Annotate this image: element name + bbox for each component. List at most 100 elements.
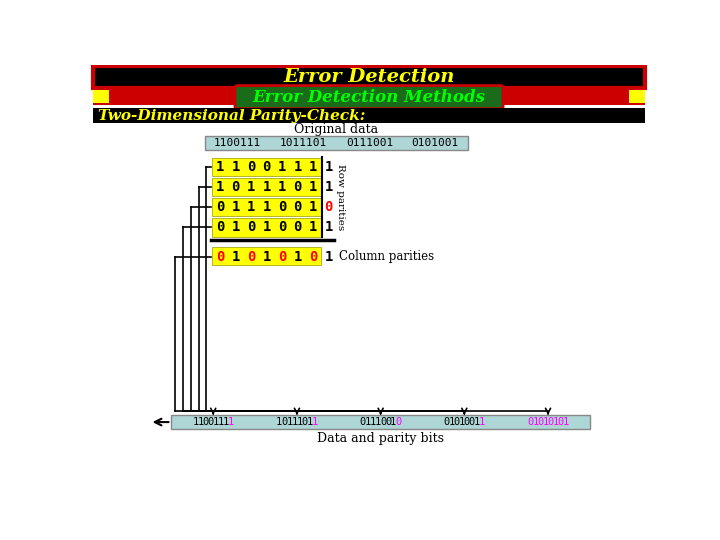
Text: 1: 1 <box>309 220 318 234</box>
Text: 0: 0 <box>537 417 544 427</box>
Text: 1: 1 <box>449 417 455 427</box>
Text: 0: 0 <box>302 417 307 427</box>
Text: 0: 0 <box>469 417 475 427</box>
Text: 1: 1 <box>325 220 333 234</box>
Text: 0: 0 <box>547 417 554 427</box>
Text: 1: 1 <box>375 417 381 427</box>
Text: 1: 1 <box>278 180 287 194</box>
Text: 1: 1 <box>232 200 240 214</box>
Text: 1: 1 <box>232 160 240 174</box>
Text: 0: 0 <box>294 220 302 234</box>
Text: 0: 0 <box>395 417 401 427</box>
Text: 1011101: 1011101 <box>280 138 327 147</box>
Text: 1: 1 <box>365 417 371 427</box>
Text: 1: 1 <box>294 249 302 264</box>
Text: 1100111: 1100111 <box>214 138 261 147</box>
Text: 0: 0 <box>216 200 225 214</box>
Text: 0: 0 <box>278 249 287 264</box>
Text: Error Detection Methods: Error Detection Methods <box>253 89 485 106</box>
Text: 1: 1 <box>222 417 229 427</box>
FancyBboxPatch shape <box>93 90 645 105</box>
Text: 0: 0 <box>278 200 287 214</box>
FancyBboxPatch shape <box>171 415 590 429</box>
FancyBboxPatch shape <box>212 178 321 197</box>
Text: 1: 1 <box>532 417 539 427</box>
FancyBboxPatch shape <box>212 247 321 265</box>
Text: 0: 0 <box>454 417 460 427</box>
FancyBboxPatch shape <box>212 158 321 177</box>
Text: 1: 1 <box>562 417 569 427</box>
Text: 1: 1 <box>325 180 333 194</box>
Text: Error Detection: Error Detection <box>283 68 455 86</box>
FancyBboxPatch shape <box>212 218 321 237</box>
Text: 0: 0 <box>216 249 225 264</box>
Text: 1: 1 <box>294 160 302 174</box>
Text: 0101001: 0101001 <box>412 138 459 147</box>
Text: 1: 1 <box>247 200 256 214</box>
Text: 0: 0 <box>202 417 209 427</box>
Text: 0: 0 <box>247 220 256 234</box>
Text: 1: 1 <box>479 417 485 427</box>
Text: 1: 1 <box>292 417 297 427</box>
FancyBboxPatch shape <box>93 108 645 123</box>
Text: 1: 1 <box>325 160 333 174</box>
Text: 0: 0 <box>278 220 287 234</box>
Text: 0: 0 <box>247 160 256 174</box>
Text: 1: 1 <box>390 417 396 427</box>
Text: 1: 1 <box>192 417 199 427</box>
Text: 1: 1 <box>247 180 256 194</box>
Text: 1: 1 <box>217 417 224 427</box>
Text: 1: 1 <box>309 200 318 214</box>
Text: 0: 0 <box>207 417 214 427</box>
Text: Two-Dimensional Parity-Check:: Two-Dimensional Parity-Check: <box>98 109 365 123</box>
Text: 0111001: 0111001 <box>346 138 393 147</box>
Text: 1: 1 <box>276 417 282 427</box>
Text: 0: 0 <box>325 200 333 214</box>
Text: 0: 0 <box>557 417 564 427</box>
FancyBboxPatch shape <box>93 66 645 88</box>
Text: 1: 1 <box>307 417 312 427</box>
Text: Row parities: Row parities <box>336 164 345 231</box>
Text: 1: 1 <box>216 180 225 194</box>
Text: 0: 0 <box>216 220 225 234</box>
Text: 0: 0 <box>232 180 240 194</box>
Text: 1: 1 <box>197 417 204 427</box>
Text: 1: 1 <box>216 160 225 174</box>
Text: 1: 1 <box>312 417 318 427</box>
Text: Data and parity bits: Data and parity bits <box>317 432 444 445</box>
Text: Original data: Original data <box>294 123 379 136</box>
Text: 1: 1 <box>552 417 559 427</box>
Text: 0: 0 <box>294 200 302 214</box>
Text: 1: 1 <box>263 220 271 234</box>
Text: 0: 0 <box>282 417 287 427</box>
Text: 1: 1 <box>325 249 333 264</box>
FancyBboxPatch shape <box>212 198 321 217</box>
FancyBboxPatch shape <box>235 85 503 109</box>
Text: 0: 0 <box>263 160 271 174</box>
Text: 0: 0 <box>360 417 366 427</box>
FancyBboxPatch shape <box>204 136 468 150</box>
Text: 1: 1 <box>370 417 376 427</box>
Text: 1: 1 <box>309 180 318 194</box>
Text: 0: 0 <box>444 417 450 427</box>
Text: 1: 1 <box>228 417 234 427</box>
Text: 0: 0 <box>527 417 534 427</box>
Text: 1: 1 <box>263 200 271 214</box>
Text: Column parities: Column parities <box>339 250 434 263</box>
FancyBboxPatch shape <box>629 90 645 103</box>
Text: 1: 1 <box>542 417 549 427</box>
Text: 0: 0 <box>294 180 302 194</box>
Text: 1: 1 <box>263 249 271 264</box>
Text: 1: 1 <box>459 417 465 427</box>
Text: 1: 1 <box>263 180 271 194</box>
Text: 0: 0 <box>380 417 386 427</box>
Text: 0: 0 <box>309 249 318 264</box>
Text: 1: 1 <box>212 417 219 427</box>
Text: 1: 1 <box>474 417 480 427</box>
Text: 0: 0 <box>247 249 256 264</box>
Text: 1: 1 <box>232 220 240 234</box>
Text: 0: 0 <box>385 417 391 427</box>
Text: 1: 1 <box>232 249 240 264</box>
FancyBboxPatch shape <box>93 90 109 103</box>
Text: 1: 1 <box>287 417 292 427</box>
